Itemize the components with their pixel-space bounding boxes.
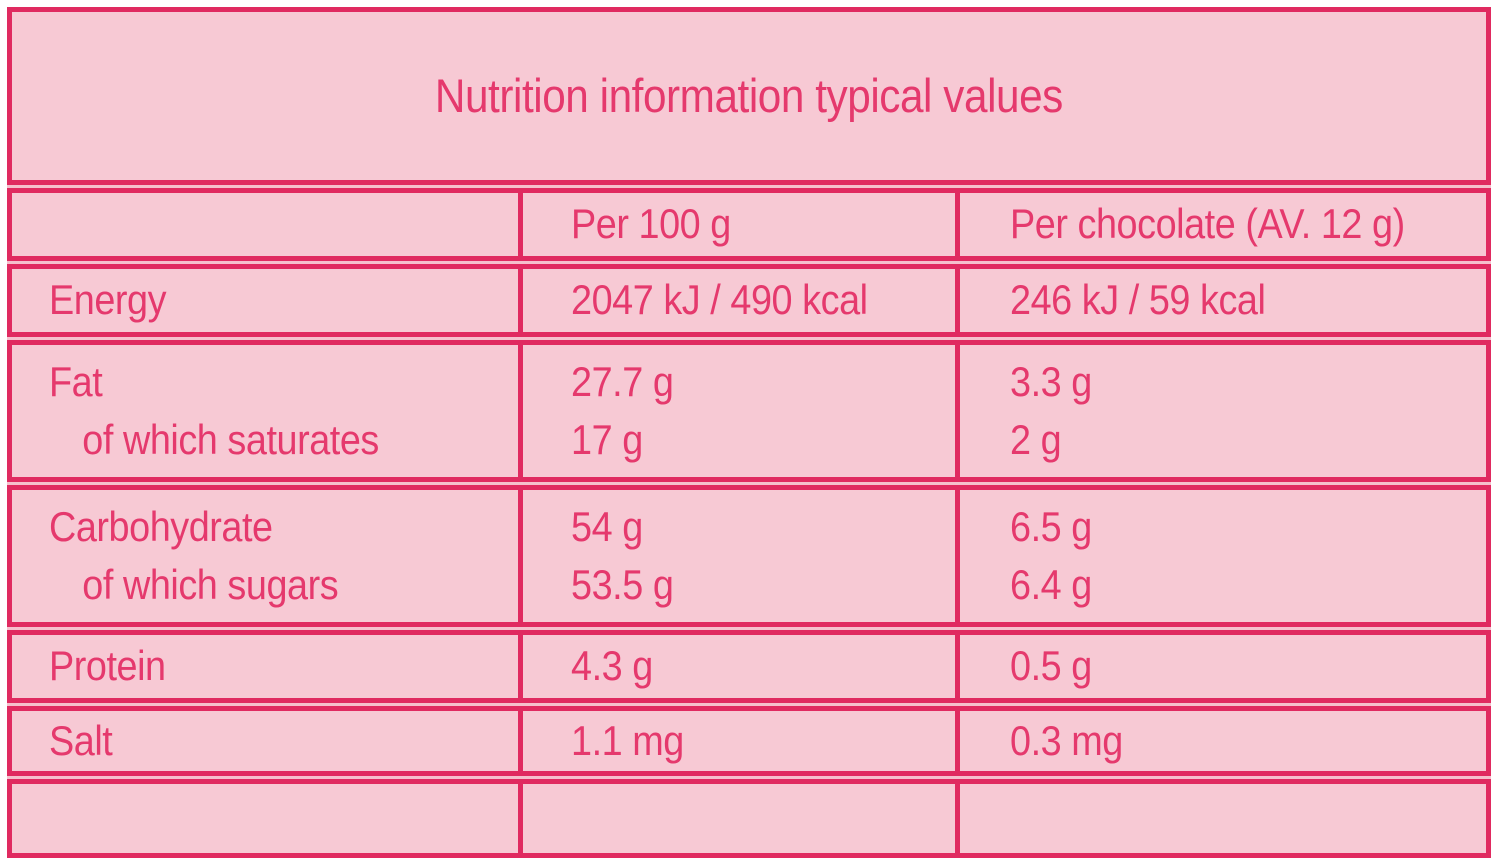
salt-per-chocolate-value: 0.3 mg bbox=[1010, 716, 1123, 764]
protein-per-chocolate-cell: 0.5 g bbox=[955, 635, 1486, 698]
fat-label: Fat bbox=[49, 358, 103, 405]
row-protein: Protein 4.3 g 0.5 g bbox=[7, 630, 1491, 703]
fat-per-chocolate-value: 3.3 g bbox=[1010, 358, 1092, 405]
table-header-row: Per 100 g Per chocolate (AV. 12 g) bbox=[7, 188, 1491, 261]
energy-per-chocolate-value: 246 kJ / 59 kcal bbox=[1010, 276, 1266, 324]
carbohydrate-per-100g-cell: 54 g 53.5 g bbox=[518, 490, 955, 622]
sugars-per-chocolate-value: 6.4 g bbox=[1010, 560, 1092, 608]
saturates-label: of which saturates bbox=[82, 415, 379, 463]
energy-label: Energy bbox=[49, 276, 167, 324]
header-per-chocolate-cell: Per chocolate (AV. 12 g) bbox=[955, 193, 1486, 256]
row-empty bbox=[7, 779, 1491, 858]
row-energy: Energy 2047 kJ / 490 kcal 246 kJ / 59 kc… bbox=[7, 264, 1491, 337]
empty-per-chocolate-cell bbox=[955, 784, 1486, 853]
header-nutrient-cell bbox=[12, 193, 518, 256]
row-salt: Salt 1.1 mg 0.3 mg bbox=[7, 706, 1491, 776]
fat-per-100g-cell: 27.7 g 17 g bbox=[518, 345, 955, 477]
salt-label-cell: Salt bbox=[12, 711, 518, 771]
empty-label-cell bbox=[12, 784, 518, 853]
header-per-100g-label: Per 100 g bbox=[571, 200, 731, 248]
carbohydrate-per-100g-value: 54 g bbox=[571, 503, 643, 550]
salt-per-100g-value: 1.1 mg bbox=[571, 716, 684, 764]
saturates-per-chocolate-value: 2 g bbox=[1010, 415, 1062, 463]
protein-per-100g-cell: 4.3 g bbox=[518, 635, 955, 698]
salt-label: Salt bbox=[49, 716, 113, 764]
empty-per-100g-cell bbox=[518, 784, 955, 853]
header-per-chocolate-label: Per chocolate (AV. 12 g) bbox=[1010, 200, 1405, 248]
nutrition-table: Nutrition information typical values Per… bbox=[7, 7, 1491, 858]
salt-per-chocolate-cell: 0.3 mg bbox=[955, 711, 1486, 771]
protein-label-cell: Protein bbox=[12, 635, 518, 698]
energy-label-cell: Energy bbox=[12, 269, 518, 332]
sugars-label: of which sugars bbox=[82, 560, 339, 608]
table-title: Nutrition information typical values bbox=[434, 69, 1063, 123]
protein-per-100g-value: 4.3 g bbox=[571, 642, 653, 690]
energy-per-chocolate-cell: 246 kJ / 59 kcal bbox=[955, 269, 1486, 332]
header-per-100g-cell: Per 100 g bbox=[518, 193, 955, 256]
carbohydrate-label: Carbohydrate bbox=[49, 503, 273, 550]
carbohydrate-per-chocolate-value: 6.5 g bbox=[1010, 503, 1092, 550]
saturates-per-100g-value: 17 g bbox=[571, 415, 643, 463]
table-title-row: Nutrition information typical values bbox=[7, 7, 1491, 185]
fat-label-cell: Fat of which saturates bbox=[12, 345, 518, 477]
protein-per-chocolate-value: 0.5 g bbox=[1010, 642, 1092, 690]
fat-per-chocolate-cell: 3.3 g 2 g bbox=[955, 345, 1486, 477]
row-carbohydrate: Carbohydrate of which sugars 54 g 53.5 g… bbox=[7, 485, 1491, 627]
energy-per-100g-cell: 2047 kJ / 490 kcal bbox=[518, 269, 955, 332]
fat-per-100g-value: 27.7 g bbox=[571, 358, 674, 405]
protein-label: Protein bbox=[49, 642, 166, 690]
carbohydrate-label-cell: Carbohydrate of which sugars bbox=[12, 490, 518, 622]
sugars-per-100g-value: 53.5 g bbox=[571, 560, 674, 608]
energy-per-100g-value: 2047 kJ / 490 kcal bbox=[571, 276, 868, 324]
row-fat: Fat of which saturates 27.7 g 17 g 3.3 g… bbox=[7, 340, 1491, 482]
carbohydrate-per-chocolate-cell: 6.5 g 6.4 g bbox=[955, 490, 1486, 622]
salt-per-100g-cell: 1.1 mg bbox=[518, 711, 955, 771]
